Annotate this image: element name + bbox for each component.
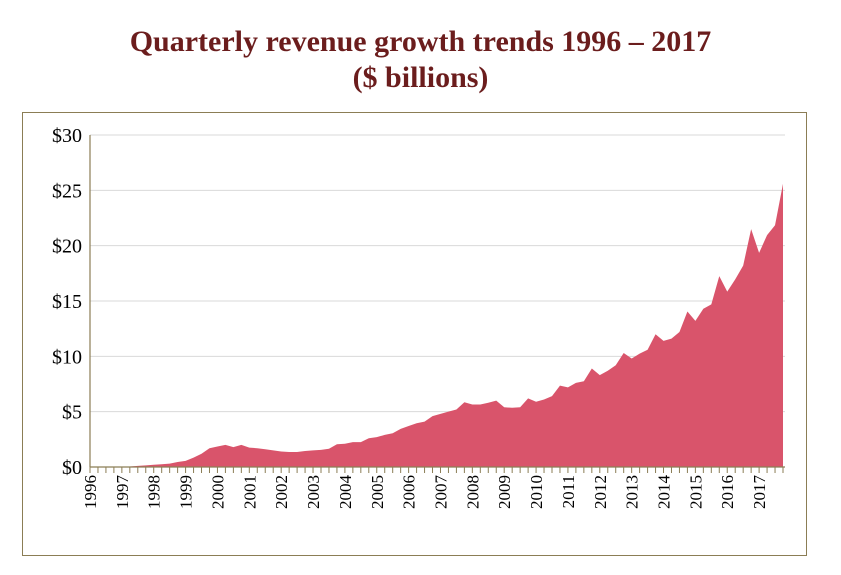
x-tick-label: 2014: [655, 475, 674, 510]
x-tick-label: 2015: [686, 475, 705, 509]
x-tick-label: 2005: [368, 475, 387, 509]
x-tick-label: 2009: [495, 475, 514, 509]
x-tick-label: 2017: [750, 475, 769, 510]
y-tick-label: $0: [62, 457, 82, 479]
chart-title-line2: ($ billions): [352, 61, 489, 94]
x-tick-label: 2003: [304, 475, 323, 509]
x-tick-label: 2016: [718, 475, 737, 509]
revenue-area: [90, 183, 783, 467]
x-tick-label: 2001: [240, 475, 259, 509]
x-tick-label: 2010: [527, 475, 546, 509]
y-tick-label: $25: [52, 180, 82, 202]
x-tick-label: 2002: [272, 475, 291, 509]
x-tick-label: 2006: [400, 475, 419, 509]
x-tick-label: 1998: [145, 475, 164, 509]
y-tick-label: $20: [52, 236, 82, 258]
x-tick-label: 2013: [623, 475, 642, 509]
x-tick-label: 2008: [463, 475, 482, 509]
x-tick-label: 2000: [208, 475, 227, 509]
x-tick-label: 1999: [177, 475, 196, 509]
chart-title-line1: Quarterly revenue growth trends 1996 – 2…: [129, 25, 712, 58]
x-tick-label: 2007: [431, 475, 450, 510]
y-tick-label: $10: [52, 346, 82, 368]
y-tick-label: $5: [62, 402, 82, 424]
x-tick-label: 2011: [559, 475, 578, 508]
y-tick-label: $15: [52, 291, 82, 313]
chart-frame: [22, 112, 807, 556]
x-tick-label: 2004: [336, 475, 355, 510]
chart-title: Quarterly revenue growth trends 1996 – 2…: [0, 24, 841, 96]
y-tick-label: $30: [52, 125, 82, 147]
x-tick-label: 2012: [591, 475, 610, 509]
x-tick-label: 1997: [113, 475, 132, 510]
x-tick-label: 1996: [81, 475, 100, 509]
